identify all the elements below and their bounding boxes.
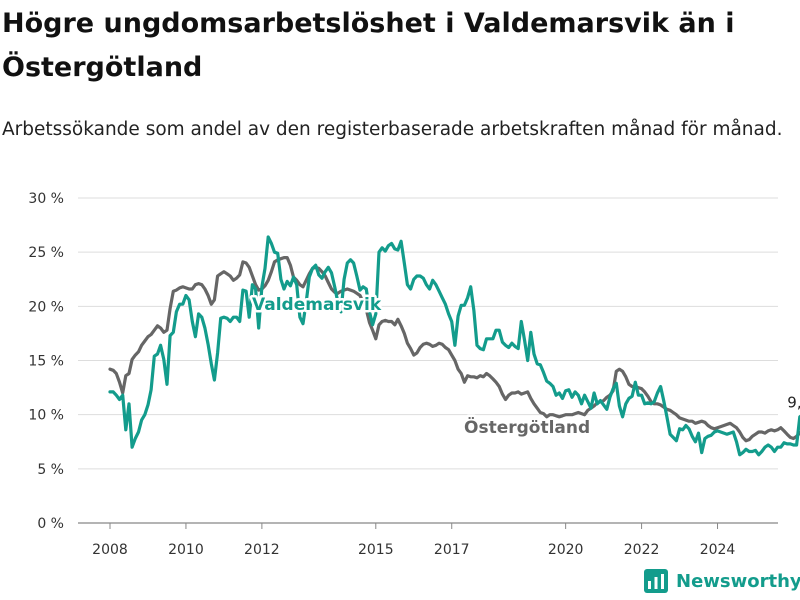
x-tick-label: 2010 <box>168 542 204 558</box>
y-axis: 0 % 5 % 10 % 15 % 20 % 25 % 30 % <box>28 191 64 532</box>
chart-title: Högre ungdomsarbetslöshet i Valdemarsvik… <box>2 8 735 83</box>
y-tick-label: 25 % <box>28 245 64 261</box>
y-tick-label: 30 % <box>28 191 64 207</box>
x-tick-label: 2015 <box>358 542 394 558</box>
chart-subtitle: Arbetssökande som andel av den registerb… <box>2 119 783 140</box>
x-tick-label: 2020 <box>548 542 584 558</box>
x-axis: 2008 2010 2012 2015 2017 2020 2022 2024 <box>92 523 735 558</box>
y-tick-label: 15 % <box>28 354 64 370</box>
x-tick-label: 2008 <box>92 542 128 558</box>
series-line--sterg-tland <box>108 256 800 443</box>
bar-chart-icon <box>644 569 668 593</box>
line-chart: 0 %5 %10 %15 %20 %25 %30 % 2008 2010 2012 2… <box>28 191 800 558</box>
y-tick-label: 20 % <box>28 299 64 315</box>
y-tick-label: 10 % <box>28 408 64 424</box>
end-value-label: 9,2 % <box>787 393 800 411</box>
gridlines <box>78 197 778 524</box>
y-tick-label: 5 % <box>37 462 64 478</box>
series-name-label: Valdemarsvik <box>252 295 382 315</box>
y-tick-label: 0 % <box>37 516 64 532</box>
x-tick-label: 2024 <box>700 542 736 558</box>
x-tick-label: 2017 <box>434 542 470 558</box>
series-name-label: Östergötland <box>464 416 590 438</box>
newsworthy-logo: Newsworthy <box>644 569 800 593</box>
brand-name: Newsworthy <box>676 570 800 592</box>
x-tick-label: 2022 <box>624 542 660 558</box>
series-lines <box>108 235 800 457</box>
series-line-valdemarsvik <box>108 235 800 457</box>
x-tick-label: 2012 <box>244 542 280 558</box>
